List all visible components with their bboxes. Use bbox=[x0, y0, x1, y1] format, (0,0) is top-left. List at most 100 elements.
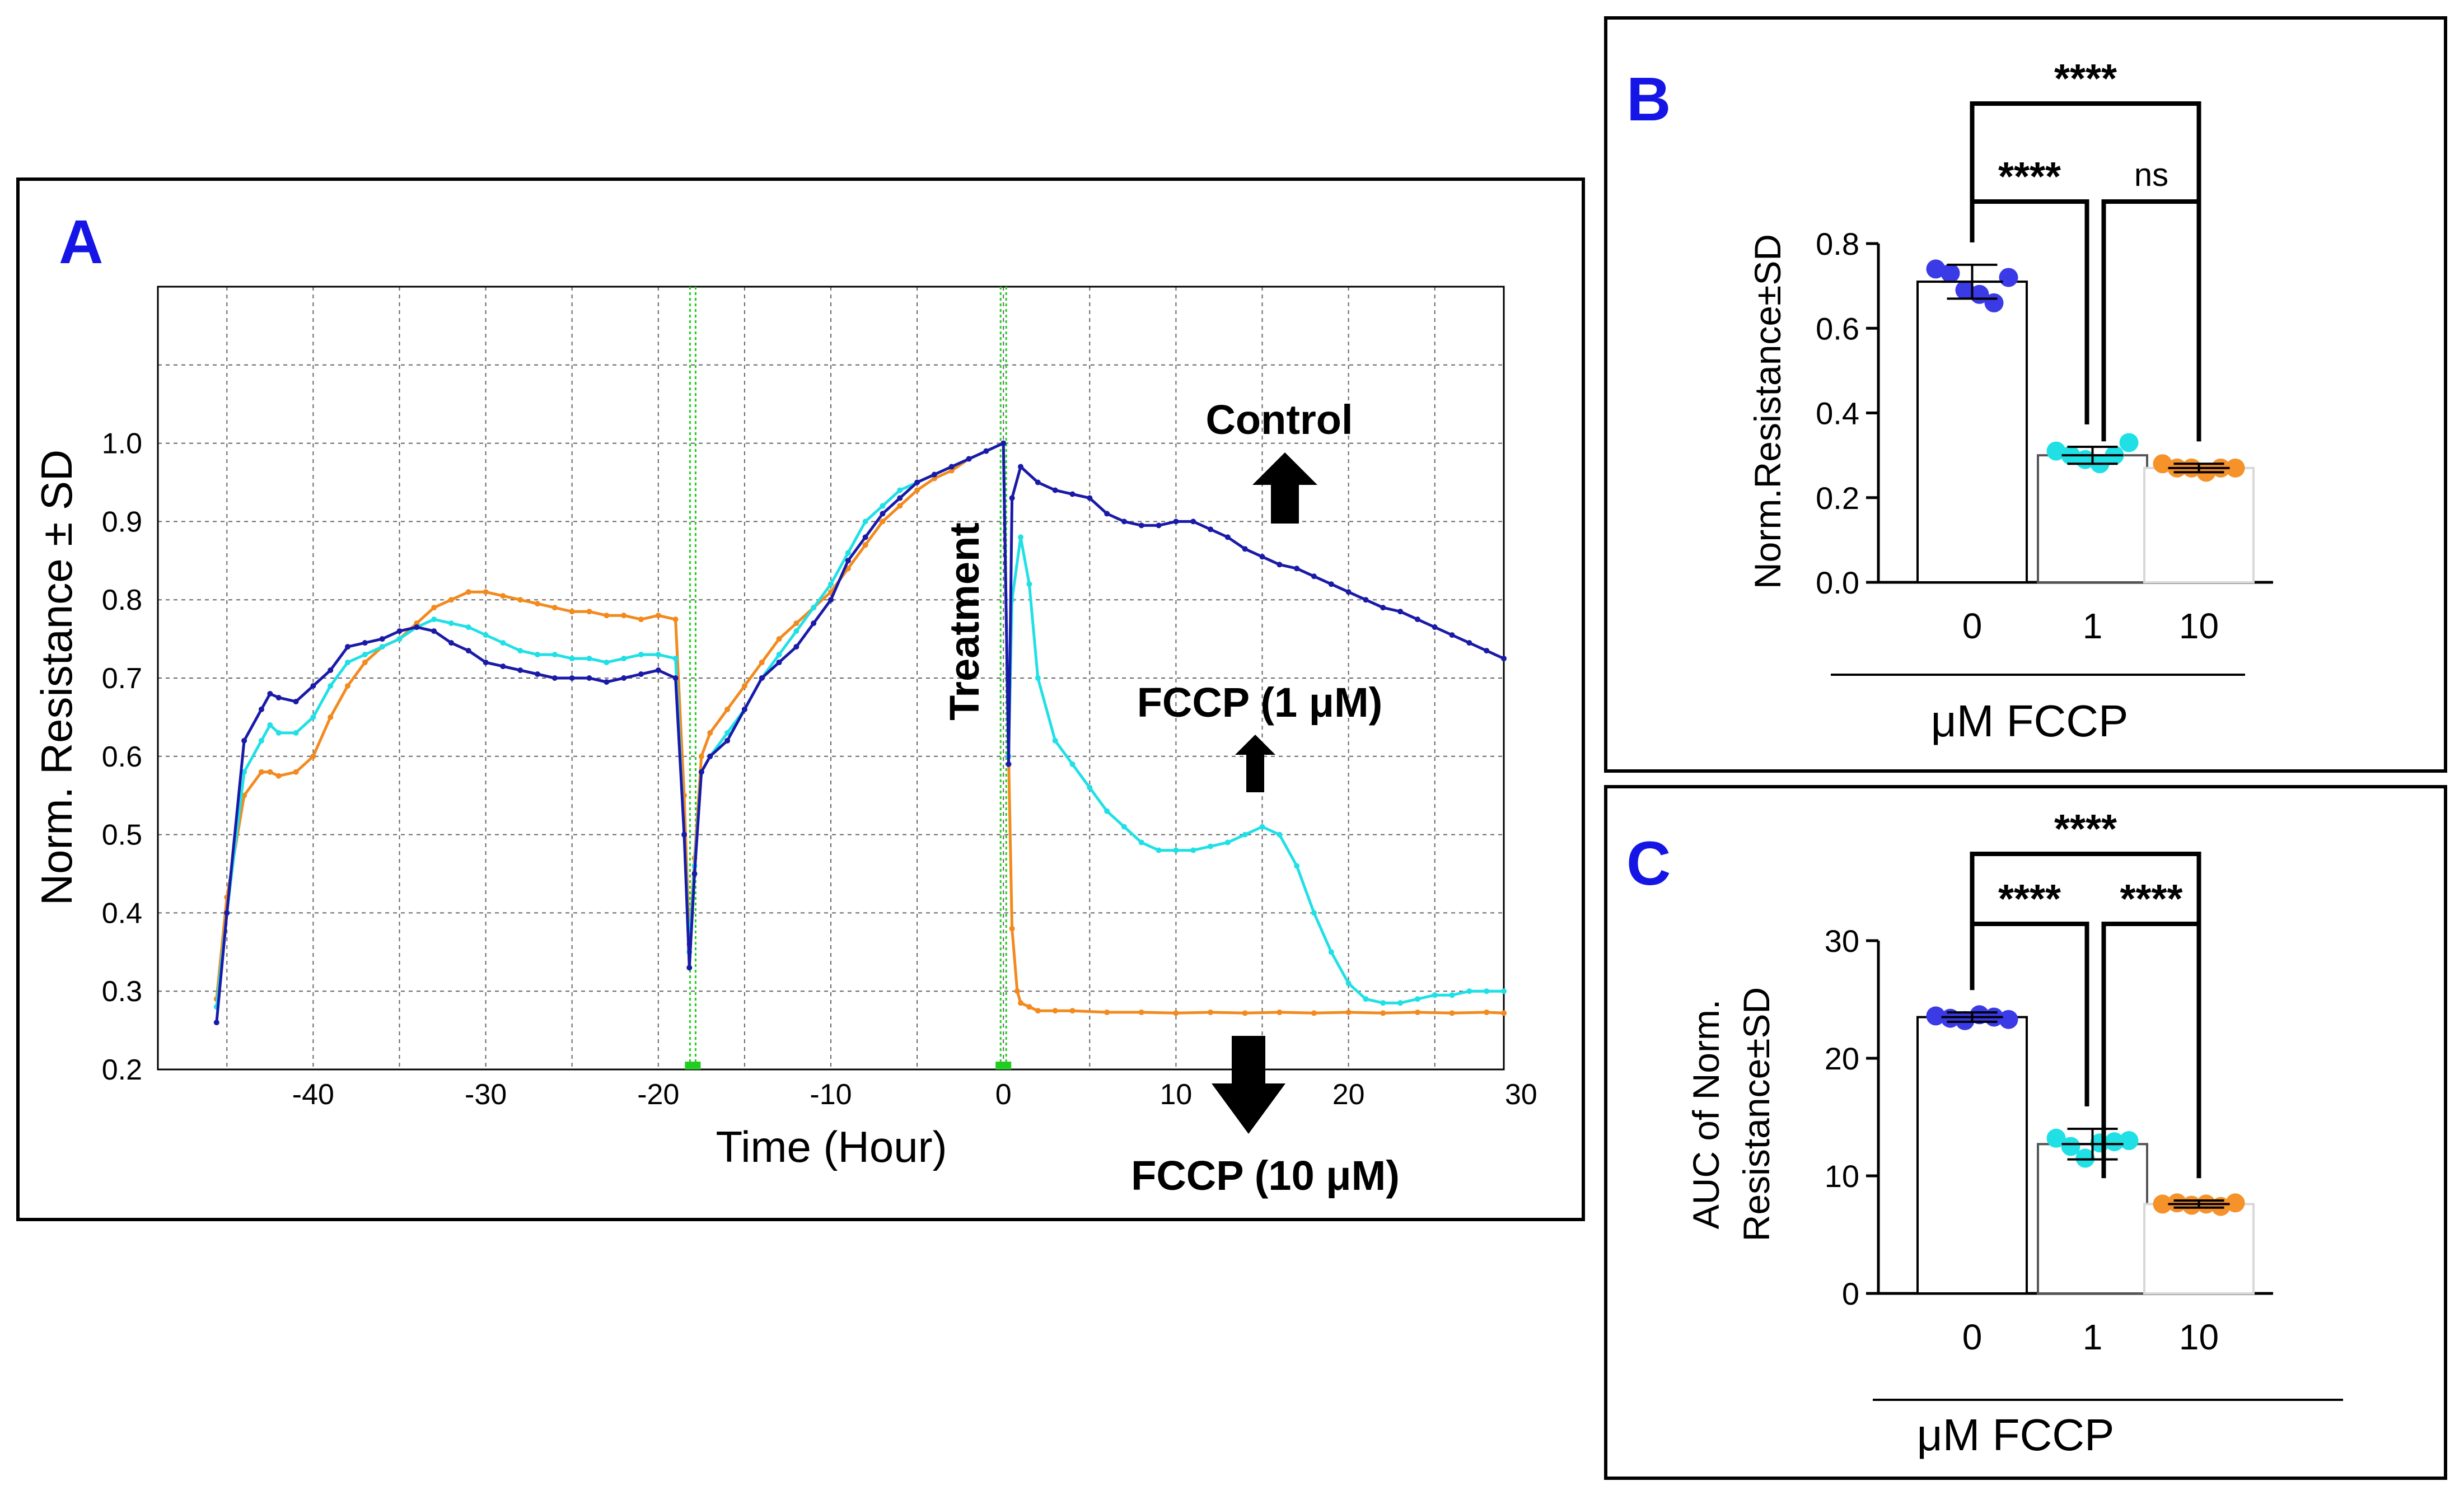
series-point-0 bbox=[681, 831, 688, 838]
series-point-0 bbox=[707, 753, 713, 759]
series-point-2 bbox=[698, 753, 704, 759]
y-tick-label: 0.2 bbox=[102, 1054, 142, 1086]
series-point-0 bbox=[586, 675, 592, 681]
series-point-2 bbox=[793, 620, 799, 627]
series-point-0 bbox=[691, 871, 698, 877]
series-point-0 bbox=[1432, 624, 1438, 630]
series-point-1 bbox=[1156, 847, 1162, 853]
series-point-0 bbox=[686, 965, 693, 971]
significance-label: **** bbox=[1998, 877, 2061, 922]
series-point-1 bbox=[672, 656, 679, 662]
series-point-1 bbox=[1052, 737, 1058, 744]
series-point-0 bbox=[845, 558, 851, 564]
series-point-1 bbox=[1035, 675, 1041, 681]
y-tick-label: 10 bbox=[1825, 1158, 1859, 1194]
series-point-2 bbox=[1242, 1010, 1248, 1016]
series-point-1 bbox=[500, 640, 506, 646]
data-point bbox=[1955, 281, 1975, 300]
series-point-2 bbox=[1501, 1010, 1507, 1016]
bar bbox=[2037, 454, 2148, 583]
significance-label: **** bbox=[2054, 807, 2117, 852]
series-point-2 bbox=[258, 769, 264, 775]
series-point-1 bbox=[862, 518, 868, 525]
series-point-0 bbox=[310, 683, 316, 689]
series-point-0 bbox=[569, 675, 575, 681]
treatment-marker-block bbox=[995, 1062, 1012, 1069]
series-point-1 bbox=[483, 632, 489, 638]
series-point-1 bbox=[793, 628, 799, 634]
series-point-1 bbox=[275, 730, 282, 736]
series-point-0 bbox=[1138, 522, 1144, 529]
series-point-0 bbox=[948, 464, 955, 470]
series-point-0 bbox=[862, 534, 868, 540]
series-point-1 bbox=[362, 652, 368, 658]
series-point-0 bbox=[345, 644, 351, 650]
series-point-1 bbox=[345, 660, 351, 666]
series-point-0 bbox=[638, 671, 644, 678]
series-point-2 bbox=[1138, 1009, 1144, 1015]
y-tick-label: 0.8 bbox=[102, 584, 142, 616]
series-point-0 bbox=[224, 910, 230, 916]
series-point-1 bbox=[293, 730, 299, 736]
series-point-1 bbox=[310, 714, 316, 720]
significance-bracket bbox=[2101, 922, 2201, 1179]
series-point-1 bbox=[1414, 996, 1420, 1002]
series-point-0 bbox=[1345, 589, 1352, 595]
series-point-2 bbox=[328, 714, 334, 720]
series-point-2 bbox=[1173, 1010, 1179, 1016]
series-point-0 bbox=[551, 675, 558, 681]
x-tick-label: 0 bbox=[995, 1078, 1012, 1111]
bar bbox=[1916, 281, 2028, 583]
series-point-1 bbox=[258, 737, 264, 744]
panel-b-letter: B bbox=[1626, 65, 1671, 134]
series-point-1 bbox=[1018, 534, 1024, 540]
series-point-0 bbox=[1294, 566, 1300, 572]
series-point-1 bbox=[724, 730, 731, 736]
series-point-0 bbox=[500, 664, 506, 670]
series-point-2 bbox=[1380, 1010, 1386, 1016]
series-point-0 bbox=[275, 694, 282, 700]
series-point-1 bbox=[448, 620, 454, 627]
x-tick-label: 0 bbox=[1962, 1317, 1983, 1357]
panel-a-x-tick-labels: -40 -30 -20 -10 0 10 20 30 bbox=[292, 1078, 1537, 1111]
annotation-control: Control bbox=[1205, 396, 1353, 443]
panel-c-x-axis-label: μM FCCP bbox=[1917, 1410, 2115, 1460]
series-point-1 bbox=[1501, 988, 1507, 994]
series-point-1 bbox=[1242, 831, 1248, 838]
series-point-0 bbox=[1259, 554, 1265, 560]
series-point-2 bbox=[275, 773, 282, 779]
y-tick-label: 0.4 bbox=[1816, 396, 1859, 431]
panel-c-y-axis-label-line1: AUC of Norm. bbox=[1685, 999, 1727, 1230]
series-point-0 bbox=[213, 1020, 219, 1026]
x-tick-label: 1 bbox=[2083, 606, 2103, 646]
data-point bbox=[2046, 1128, 2066, 1148]
significance-bracket bbox=[1970, 199, 2089, 424]
series-point-2 bbox=[724, 706, 731, 712]
treatment-marker-block bbox=[685, 1062, 701, 1069]
x-tick-label: 1 bbox=[2083, 1317, 2103, 1357]
x-tick-label: 10 bbox=[2179, 1317, 2219, 1357]
series-point-1 bbox=[1208, 843, 1214, 849]
data-point bbox=[1984, 293, 2004, 312]
series-point-0 bbox=[672, 675, 679, 681]
series-point-2 bbox=[500, 593, 506, 599]
x-tick-label: 30 bbox=[1505, 1078, 1537, 1111]
series-point-0 bbox=[1087, 495, 1093, 501]
series-point-2 bbox=[931, 475, 937, 482]
y-tick-label: 0.3 bbox=[102, 975, 142, 1008]
series-point-1 bbox=[880, 503, 886, 509]
series-point-0 bbox=[1484, 648, 1490, 654]
y-tick-label: 0.9 bbox=[102, 506, 142, 538]
series-point-2 bbox=[345, 683, 351, 689]
series-point-2 bbox=[362, 660, 368, 666]
series-point-0 bbox=[811, 620, 817, 627]
panel-a-letter: A bbox=[59, 208, 103, 277]
series-point-1 bbox=[655, 652, 661, 658]
series-point-2 bbox=[551, 605, 558, 611]
series-point-0 bbox=[776, 660, 782, 666]
series-point-1 bbox=[379, 644, 385, 650]
y-tick-label: 0.4 bbox=[102, 897, 142, 929]
series-point-0 bbox=[293, 698, 299, 704]
arrow-up-fccp-1-icon bbox=[1235, 735, 1275, 792]
panel-c-frame bbox=[1604, 785, 2447, 1480]
